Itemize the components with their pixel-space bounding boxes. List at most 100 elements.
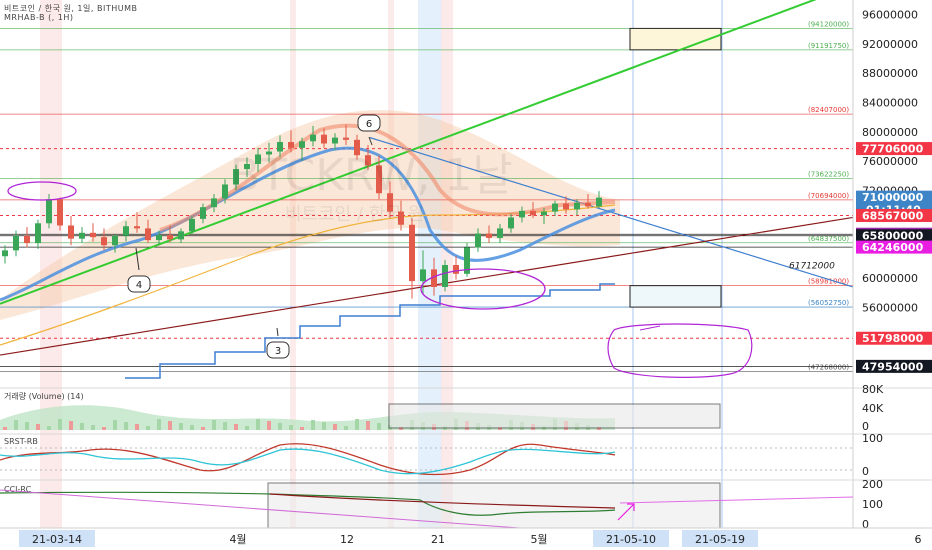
- volume-axis-tick: 80K: [862, 383, 884, 396]
- price-tag-bg: [856, 208, 932, 222]
- volume-bar: [212, 420, 216, 430]
- chart-header-indicator: MRHAB-B (, 1H): [4, 13, 74, 22]
- candle-body: [134, 226, 140, 229]
- candle-body: [255, 154, 261, 164]
- price-tag-bg: [856, 229, 932, 243]
- candle: [2, 245, 8, 264]
- time-axis-tick: 4월: [229, 533, 246, 546]
- candle-body: [343, 137, 349, 140]
- volume-axis-tick: 40K: [862, 402, 884, 415]
- volume-bar: [179, 423, 183, 430]
- highlight-strip: [388, 0, 394, 528]
- candle: [310, 125, 316, 147]
- candle-body: [244, 163, 250, 170]
- fib-level-label: (47268000): [808, 363, 849, 371]
- long-trend-line: [0, 216, 854, 356]
- cci-pane-title: CCI-RC: [4, 485, 32, 494]
- fib-level-label: (91191750): [808, 42, 849, 50]
- volume-bar: [267, 421, 271, 430]
- volume-bar: [234, 424, 238, 430]
- time-axis-tick: 12: [340, 533, 354, 546]
- candle: [420, 250, 426, 295]
- candle: [178, 228, 184, 244]
- candle-body: [57, 199, 63, 226]
- candle-body: [13, 235, 19, 251]
- stoch-k-line: [0, 443, 616, 476]
- callout-box: [266, 341, 290, 359]
- price-tag-bg: [856, 359, 932, 373]
- candle-body: [508, 217, 514, 229]
- price-tag-label: 47954000: [862, 360, 924, 373]
- price-tag: 47954000: [856, 359, 932, 373]
- candle: [244, 157, 250, 178]
- price-tag-label: 51798000: [862, 332, 924, 345]
- candle-body: [35, 223, 41, 244]
- callout-stem: [276, 327, 279, 337]
- volume-bar: [168, 421, 172, 430]
- candle-body: [24, 235, 30, 244]
- candle: [332, 133, 338, 151]
- candle-body: [189, 218, 195, 232]
- cci-axis-tick: 200: [862, 478, 883, 491]
- candle-body: [596, 197, 602, 207]
- candle-body: [68, 225, 74, 239]
- volume-bar: [344, 426, 348, 430]
- candle: [189, 215, 195, 235]
- time-axis-tick: 6: [915, 533, 922, 546]
- price-axis-tick: 96000000: [862, 9, 918, 22]
- callout-marker-3: 3: [266, 327, 290, 359]
- candle: [442, 259, 448, 292]
- cci-arrow: [617, 503, 635, 521]
- candle-body: [46, 199, 52, 224]
- time-axis-tick: 21-03-14: [32, 533, 82, 546]
- volume-bar: [366, 421, 370, 430]
- candle: [585, 194, 591, 209]
- volume-bar: [3, 427, 7, 430]
- candle-body: [233, 169, 239, 185]
- candle-body: [156, 234, 162, 241]
- candle-body: [167, 234, 173, 240]
- candle-body: [475, 233, 481, 248]
- chart-header-symbol: 비트코인 / 한국 원, 1일, BITHUMB: [4, 4, 138, 13]
- fib-level-label: (82407000): [808, 106, 849, 114]
- volume-bar: [25, 422, 29, 430]
- price-tag-label: 68567000: [862, 209, 924, 222]
- candle-body: [420, 269, 426, 282]
- price-tag: 64246000: [856, 240, 932, 254]
- callout-marker-4: 4: [127, 247, 151, 293]
- volume-bar: [322, 422, 326, 430]
- candle: [508, 213, 514, 233]
- candle: [233, 164, 239, 191]
- volume-bar: [300, 427, 304, 430]
- candle-body: [211, 198, 217, 208]
- volume-bar: [377, 423, 381, 430]
- volume-bar: [58, 419, 62, 430]
- candle: [277, 135, 283, 158]
- callout-box: [127, 275, 151, 293]
- candle-body: [431, 269, 437, 287]
- candle-body: [519, 210, 525, 218]
- volume-pane-title: 거래량 (Volume) (14): [4, 391, 84, 401]
- candle: [321, 128, 327, 148]
- volume-bar: [289, 425, 293, 430]
- stoch-axis-tick: 100: [862, 432, 883, 445]
- target-zone-box: [629, 285, 722, 308]
- price-tag-label: 64246000: [862, 241, 924, 254]
- candle: [541, 207, 547, 225]
- cci-projection-line: [619, 496, 854, 504]
- candle: [574, 199, 580, 216]
- candle-body: [321, 134, 327, 144]
- candle: [343, 124, 349, 145]
- time-axis-tick: 21: [431, 533, 445, 546]
- ichimoku-cloud: [0, 110, 620, 320]
- highlight-strip: [40, 0, 62, 528]
- price-tag-label: 65800000: [862, 230, 924, 243]
- candle: [13, 230, 19, 257]
- candle-body: [552, 203, 558, 212]
- highlight-strip: [441, 0, 453, 528]
- volume-bar: [14, 420, 18, 430]
- volume-bar: [124, 422, 128, 430]
- stop-step-line: [125, 283, 615, 379]
- candle-body: [299, 141, 305, 148]
